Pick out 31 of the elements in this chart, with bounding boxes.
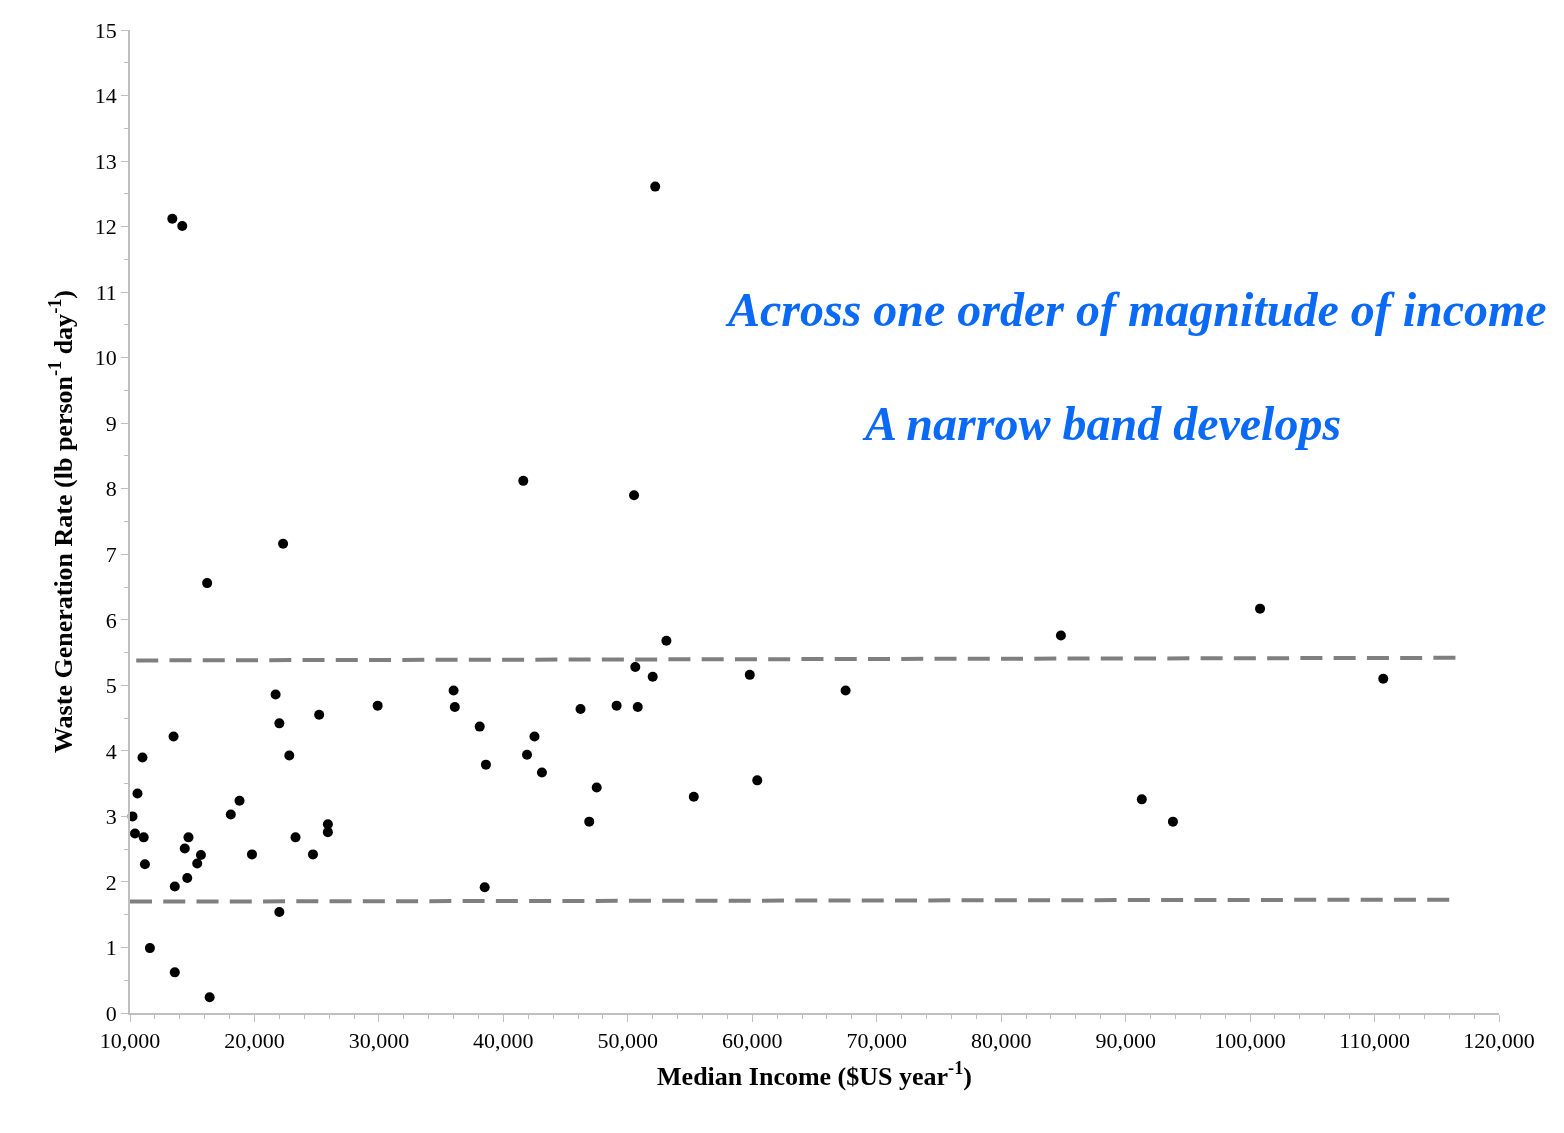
annotation: Across one order of magnitude of income bbox=[725, 283, 1547, 336]
x-tick-label: 60,000 bbox=[722, 1028, 783, 1054]
y-tick-label: 7 bbox=[105, 541, 117, 567]
x-tick-label: 70,000 bbox=[846, 1028, 907, 1054]
annotation: A narrow band develops bbox=[862, 397, 1342, 450]
y-tick-label: 4 bbox=[105, 738, 117, 764]
y-tick-label: 9 bbox=[105, 410, 117, 436]
x-tick-label: 30,000 bbox=[348, 1028, 410, 1054]
y-tick-label: 14 bbox=[94, 83, 117, 109]
y-tick-label: 13 bbox=[94, 148, 117, 174]
x-tick-label: 40,000 bbox=[473, 1028, 534, 1054]
y-tick-label: 10 bbox=[94, 345, 117, 371]
x-tick-label: 10,000 bbox=[99, 1028, 161, 1054]
x-tick-label: 100,000 bbox=[1214, 1028, 1286, 1054]
y-tick-label: 8 bbox=[105, 476, 117, 502]
y-tick-label: 6 bbox=[105, 607, 117, 633]
y-tick-label: 1 bbox=[105, 935, 117, 961]
y-tick-label: 3 bbox=[105, 804, 117, 830]
x-tick-label: 90,000 bbox=[1095, 1028, 1156, 1054]
y-tick-label: 11 bbox=[95, 279, 117, 305]
y-tick-label: 5 bbox=[105, 673, 117, 699]
x-tick-label: 120,000 bbox=[1463, 1028, 1535, 1054]
y-tick-label: 0 bbox=[105, 1000, 117, 1026]
x-axis-title: Median Income ($US year$^{-1}$) bbox=[657, 1058, 972, 1092]
y-tick-label: 12 bbox=[94, 214, 117, 240]
x-tick-label: 20,000 bbox=[224, 1028, 285, 1054]
x-tick-label: 50,000 bbox=[597, 1028, 659, 1054]
y-tick-label: 2 bbox=[105, 869, 117, 895]
y-tick-label: 15 bbox=[94, 17, 117, 43]
x-tick-label: 80,000 bbox=[970, 1028, 1032, 1054]
x-tick-label: 110,000 bbox=[1339, 1028, 1410, 1054]
